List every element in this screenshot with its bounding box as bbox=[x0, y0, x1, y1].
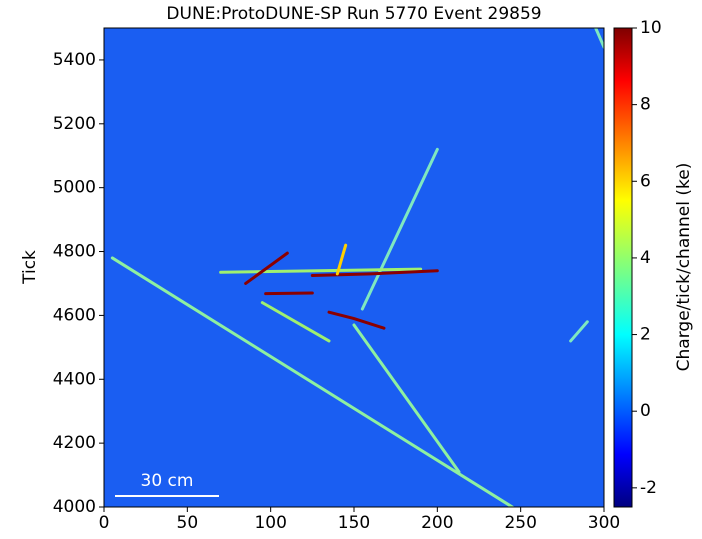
y-tick-label: 5400 bbox=[53, 50, 96, 70]
colorbar-tick-label: 6 bbox=[640, 171, 651, 191]
colorbar-tick-label: 0 bbox=[640, 401, 651, 421]
x-tick-label: 50 bbox=[177, 513, 199, 533]
x-tick-label: 200 bbox=[421, 513, 453, 533]
track bbox=[594, 28, 604, 49]
chart-title: DUNE:ProtoDUNE-SP Run 5770 Event 29859 bbox=[166, 4, 541, 24]
track bbox=[569, 320, 589, 343]
x-tick-label: 150 bbox=[338, 513, 370, 533]
colorbar-tick-label: 2 bbox=[640, 325, 651, 345]
track bbox=[335, 243, 348, 276]
y-tick-label: 4000 bbox=[53, 497, 96, 517]
y-axis-label: Tick bbox=[20, 250, 40, 285]
y-tick-label: 4400 bbox=[53, 369, 96, 389]
y-tick-label: 4600 bbox=[53, 305, 96, 325]
track bbox=[327, 310, 386, 330]
y-tick-label: 4200 bbox=[53, 433, 96, 453]
image-background bbox=[104, 28, 604, 507]
y-tick-label: 5200 bbox=[53, 114, 96, 134]
track bbox=[219, 267, 423, 274]
y-tick-label: 4800 bbox=[53, 242, 96, 262]
track bbox=[244, 251, 289, 285]
colorbar-tick-label: -2 bbox=[640, 478, 657, 498]
y-tick-label: 5000 bbox=[53, 178, 96, 198]
x-tick-label: 0 bbox=[99, 513, 110, 533]
colorbar-tick-label: 4 bbox=[640, 248, 651, 268]
track bbox=[352, 323, 461, 474]
track bbox=[110, 256, 514, 507]
track bbox=[360, 147, 439, 311]
colorbar-label: Charge/tick/channel (ke) bbox=[674, 163, 694, 372]
x-tick-label: 250 bbox=[504, 513, 536, 533]
x-tick-label: 100 bbox=[254, 513, 286, 533]
scale-bar-label: 30 cm bbox=[141, 471, 194, 491]
colorbar bbox=[613, 27, 633, 508]
track bbox=[264, 291, 314, 296]
tracks bbox=[110, 28, 604, 507]
colorbar-tick-label: 8 bbox=[640, 95, 651, 115]
colorbar-tick-label: 10 bbox=[640, 18, 662, 38]
track bbox=[260, 301, 331, 343]
track bbox=[310, 269, 439, 277]
x-tick-label: 300 bbox=[588, 513, 620, 533]
